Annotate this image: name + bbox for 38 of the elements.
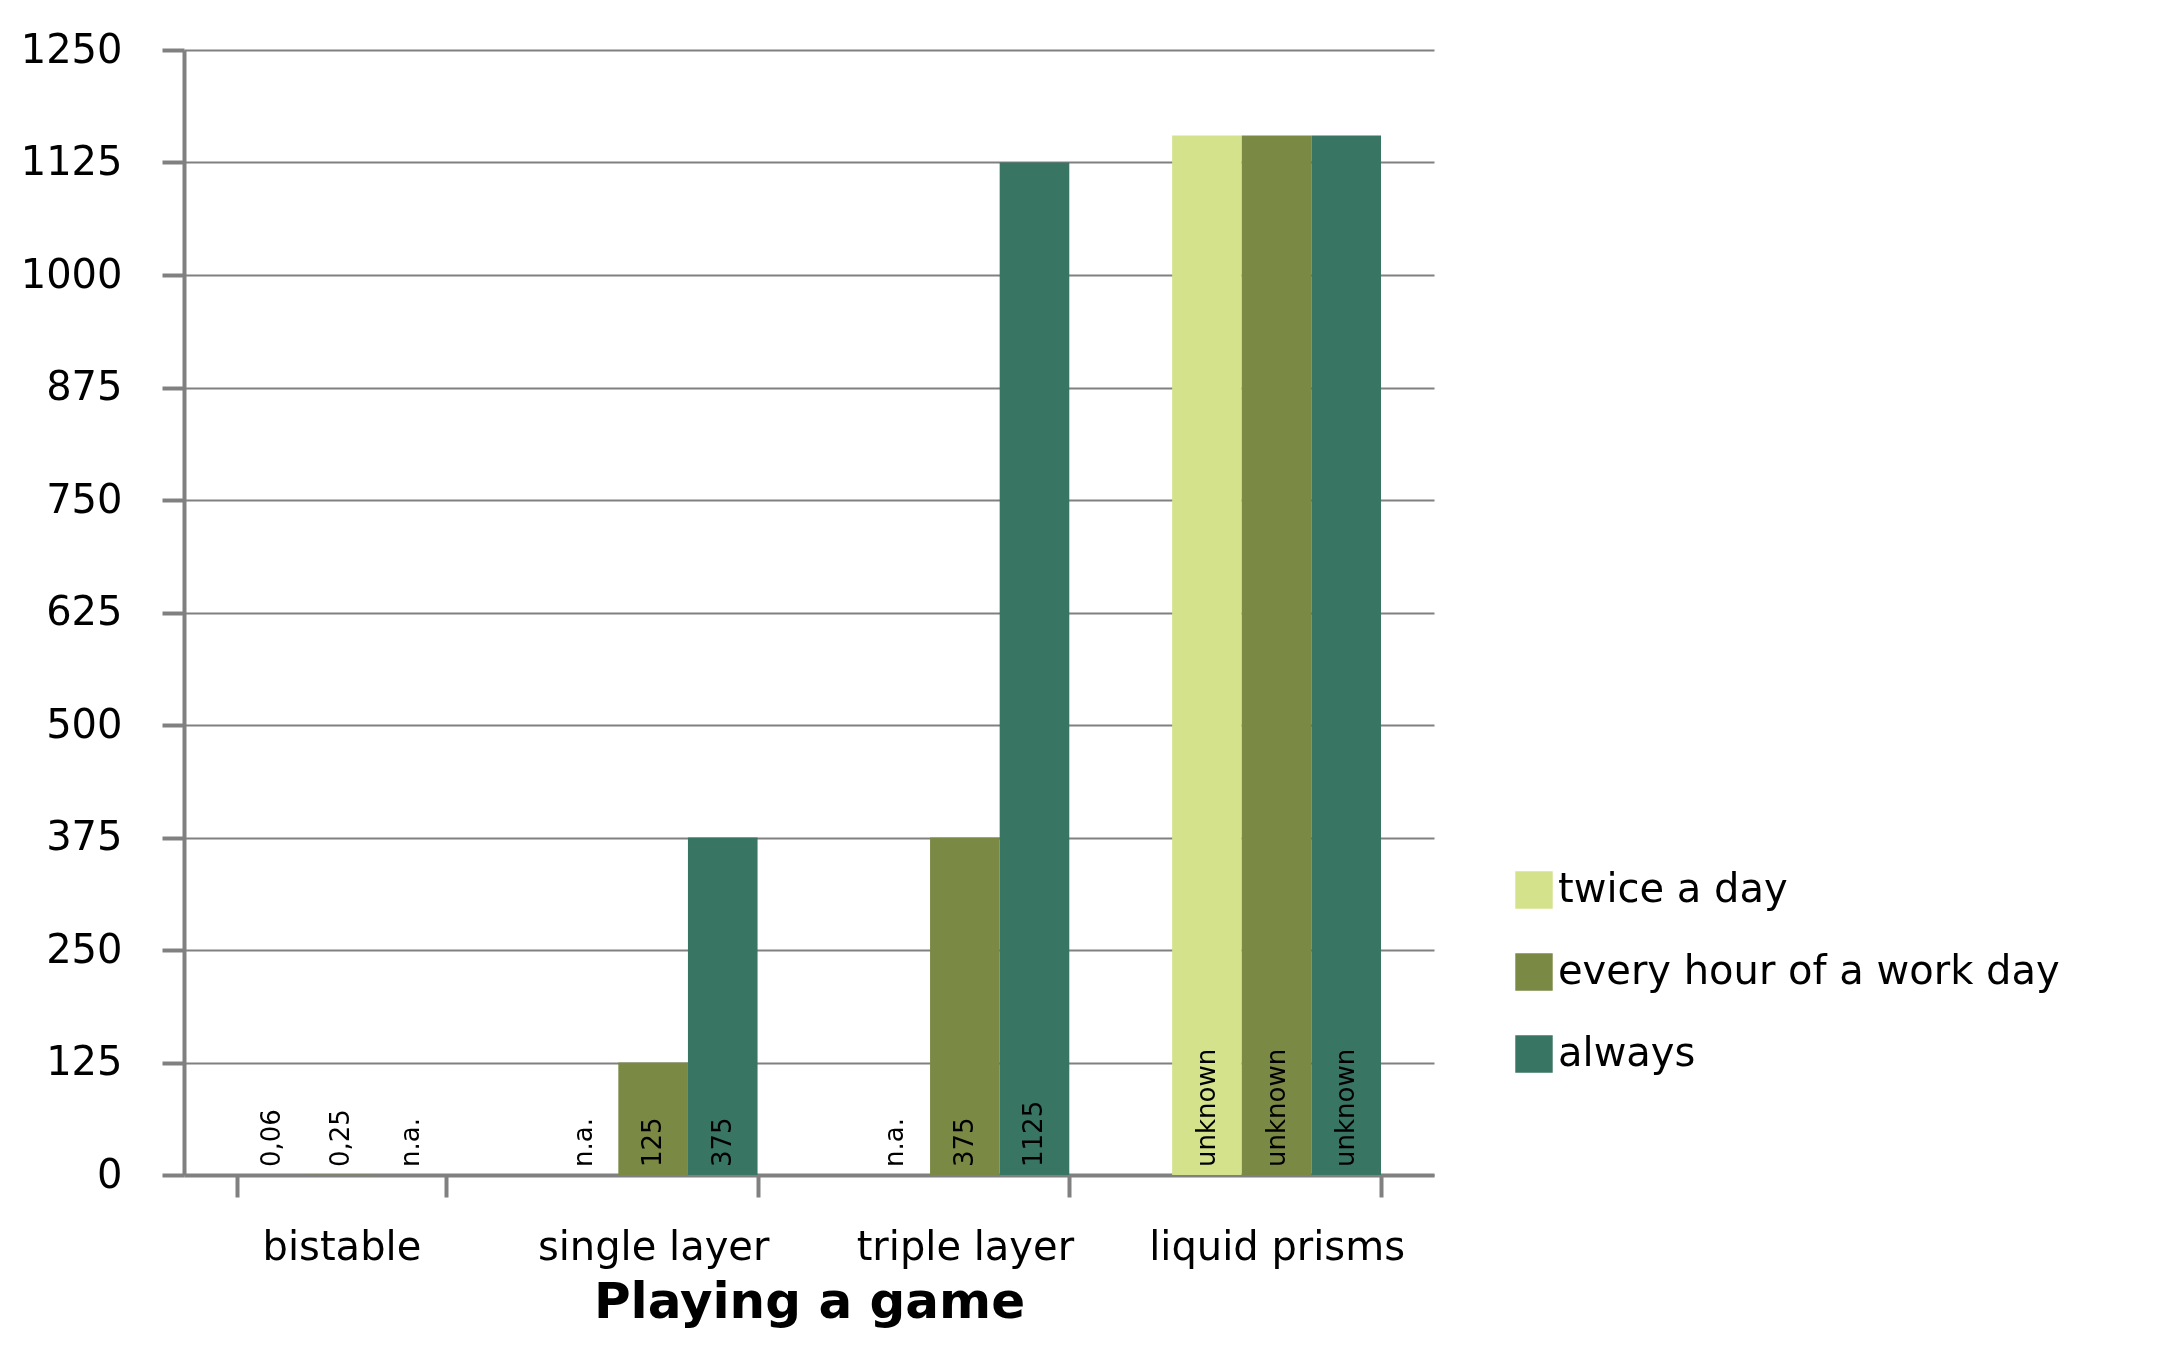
- bar: [618, 1062, 688, 1175]
- data-label: 375: [706, 1117, 737, 1167]
- bar: [1172, 135, 1242, 1175]
- x-tick-label: liquid prisms: [1149, 1222, 1405, 1269]
- bar: [1241, 135, 1312, 1175]
- data-label: 0,06: [255, 1109, 286, 1167]
- bar: [930, 837, 1000, 1175]
- y-tick-label: 625: [46, 588, 123, 634]
- bar: [999, 162, 1070, 1175]
- text: n.a.: [879, 1118, 910, 1167]
- data-label: unknown: [1190, 1048, 1221, 1167]
- data-label: unknown: [1260, 1048, 1291, 1167]
- bar: [687, 837, 758, 1175]
- y-tick-label: 750: [46, 475, 123, 522]
- y-tick-label: 125: [46, 1038, 123, 1084]
- data-label: 125: [637, 1117, 668, 1167]
- bar: [1311, 135, 1382, 1175]
- x-tick-label: triple layer: [856, 1222, 1075, 1269]
- legend-label: every hour of a work day: [1558, 947, 2060, 993]
- data-label: unknown: [1330, 1048, 1361, 1167]
- legend-label: always: [1558, 1029, 1696, 1075]
- x-tick-label: bistable: [262, 1222, 422, 1269]
- data-label: 0,25: [325, 1109, 356, 1167]
- y-tick-label: 875: [46, 363, 123, 409]
- y-tick-label: 1125: [20, 138, 123, 184]
- y-tick-label: 375: [46, 813, 123, 859]
- data-label: 1125: [1018, 1100, 1049, 1167]
- y-tick-label: 1000: [20, 250, 123, 297]
- x-tick-label: single layer: [537, 1222, 770, 1269]
- y-tick-label: 0: [97, 1150, 123, 1197]
- y-tick-label: 1250: [20, 25, 123, 72]
- x-axis-title: Playing a game: [593, 1271, 1026, 1330]
- y-tick-label: 250: [46, 925, 123, 972]
- text: n.a.: [395, 1118, 426, 1167]
- text: n.a.: [567, 1118, 598, 1167]
- y-tick-label: 500: [46, 700, 123, 747]
- legend-label: twice a day: [1558, 865, 1788, 911]
- data-label: 375: [948, 1117, 979, 1167]
